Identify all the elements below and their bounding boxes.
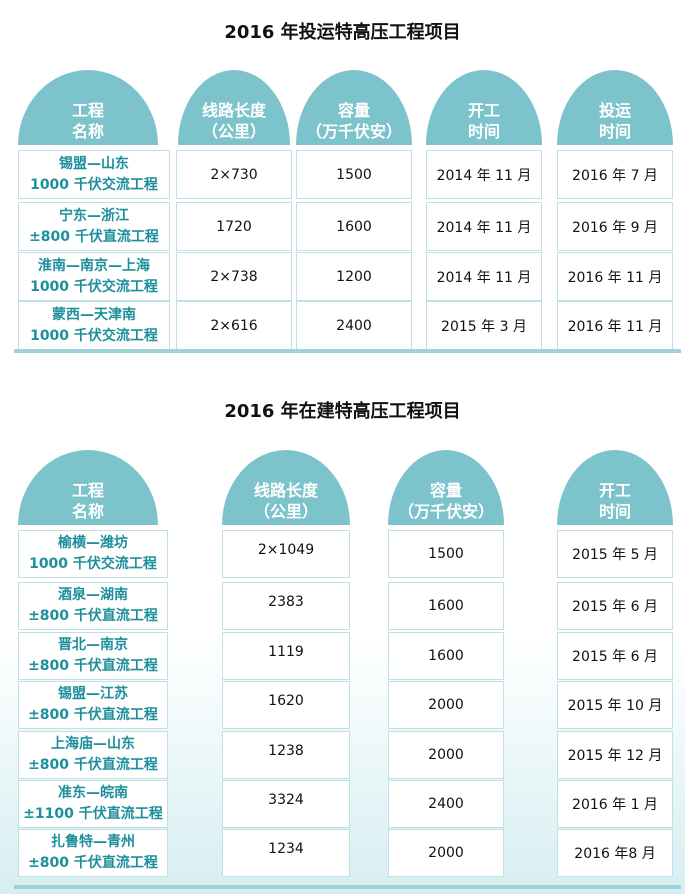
table2-row-capacity: 2000 [388, 681, 504, 729]
table1-row-capacity: 1500 [296, 150, 412, 199]
table2-row-length: 2383 [222, 582, 350, 630]
table1-row-capacity: 2400 [296, 301, 412, 350]
table2-row-name: 榆横—潍坊 1000 千伏交流工程 [18, 530, 168, 578]
table2-row-name: 上海庙—山东 ±800 千伏直流工程 [18, 731, 168, 779]
table2-header-name: 工程 名称 [18, 450, 158, 525]
table2-bottom-divider [14, 885, 681, 889]
table2-header-length: 线路长度 （公里） [222, 450, 350, 525]
table1-row-start: 2015 年 3 月 [426, 301, 542, 350]
table2-header-start: 开工 时间 [557, 450, 673, 525]
table2-row-name: 扎鲁特—青州 ±800 千伏直流工程 [18, 829, 168, 877]
table2-row-capacity: 2400 [388, 780, 504, 828]
table1-row-start: 2014 年 11 月 [426, 252, 542, 301]
table1-row-operation: 2016 年 11 月 [557, 301, 673, 350]
table2-row-length: 1234 [222, 829, 350, 877]
table1-bottom-divider [14, 349, 681, 353]
table1-row-operation: 2016 年 9 月 [557, 202, 673, 251]
table2-row-length: 1620 [222, 681, 350, 729]
table1-row-length: 2×730 [176, 150, 292, 199]
table2-row-start: 2016 年 1 月 [557, 780, 673, 828]
table2-row-capacity: 1600 [388, 632, 504, 680]
table1-header-name: 工程 名称 [18, 70, 158, 145]
table1-row-name: 锡盟—山东 1000 千伏交流工程 [18, 150, 170, 199]
table2-row-length: 1238 [222, 731, 350, 779]
table2-row-name: 锡盟—江苏 ±800 千伏直流工程 [18, 681, 168, 729]
table2-row-start: 2015 年 12 月 [557, 731, 673, 779]
table1-title: 2016 年投运特高压工程项目 [224, 22, 461, 43]
table1-row-capacity: 1600 [296, 202, 412, 251]
table2-row-capacity: 1500 [388, 530, 504, 578]
table1-row-capacity: 1200 [296, 252, 412, 301]
table2-row-start: 2015 年 5 月 [557, 530, 673, 578]
table1-row-length: 2×738 [176, 252, 292, 301]
table2-row-start: 2015 年 6 月 [557, 582, 673, 630]
table1-row-name: 宁东—浙江 ±800 千伏直流工程 [18, 202, 170, 251]
table2-row-length: 1119 [222, 632, 350, 680]
table1-row-name: 淮南—南京—上海 1000 千伏交流工程 [18, 252, 170, 301]
table1-row-name: 蒙西—天津南 1000 千伏交流工程 [18, 301, 170, 350]
table1-header-start: 开工 时间 [426, 70, 542, 145]
table2-row-name: 晋北—南京 ±800 千伏直流工程 [18, 632, 168, 680]
table2-row-length: 3324 [222, 780, 350, 828]
table1-header-length: 线路长度 （公里） [178, 70, 290, 145]
table1-row-length: 2×616 [176, 301, 292, 350]
table1-row-start: 2014 年 11 月 [426, 202, 542, 251]
table2-row-start: 2016 年8 月 [557, 829, 673, 877]
table1-row-operation: 2016 年 7 月 [557, 150, 673, 199]
table1-row-length: 1720 [176, 202, 292, 251]
table1-header-capacity: 容量 （万千伏安） [296, 70, 412, 145]
table2-title: 2016 年在建特高压工程项目 [224, 401, 461, 422]
table2-row-start: 2015 年 6 月 [557, 632, 673, 680]
table2-row-start: 2015 年 10 月 [557, 681, 673, 729]
table1-row-operation: 2016 年 11 月 [557, 252, 673, 301]
table2-header-capacity: 容量 （万千伏安） [388, 450, 504, 525]
table2-row-capacity: 2000 [388, 829, 504, 877]
table2-row-name: 酒泉—湖南 ±800 千伏直流工程 [18, 582, 168, 630]
table2-row-capacity: 1600 [388, 582, 504, 630]
table1-row-start: 2014 年 11 月 [426, 150, 542, 199]
table2-row-capacity: 2000 [388, 731, 504, 779]
table1-header-operation: 投运 时间 [557, 70, 673, 145]
table2-row-length: 2×1049 [222, 530, 350, 578]
table2-row-name: 准东—皖南 ±1100 千伏直流工程 [18, 780, 168, 828]
